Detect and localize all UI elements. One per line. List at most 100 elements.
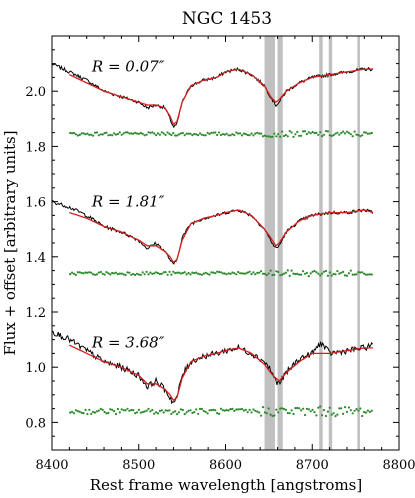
residual-point xyxy=(252,408,255,411)
residual-point xyxy=(84,133,87,136)
residual-point xyxy=(309,132,312,135)
residual-point xyxy=(69,273,72,276)
residual-point xyxy=(103,132,106,135)
residual-point xyxy=(240,407,244,411)
residual-point xyxy=(227,272,230,275)
residual-point xyxy=(265,274,268,277)
residual-point xyxy=(151,408,154,412)
residual-point xyxy=(118,272,121,275)
residual-point xyxy=(135,411,139,414)
residual-point xyxy=(319,274,322,277)
residual-point xyxy=(126,271,129,274)
residual-point xyxy=(336,131,339,134)
residual-point xyxy=(229,408,232,411)
residual-point xyxy=(103,410,106,414)
residual-point xyxy=(361,414,364,418)
residual-point xyxy=(221,133,224,136)
x-tick-label: 8800 xyxy=(382,458,415,473)
residual-point xyxy=(90,412,93,415)
residual-point xyxy=(286,135,289,138)
residual-point xyxy=(242,409,245,412)
residual-point xyxy=(72,412,76,415)
residual-point xyxy=(114,271,118,274)
residual-point xyxy=(189,409,192,412)
residual-point xyxy=(273,132,276,135)
residual-point xyxy=(174,134,177,137)
residual-point xyxy=(332,134,335,137)
residual-point xyxy=(317,406,320,409)
residual-point xyxy=(330,413,333,416)
residual-point xyxy=(281,407,284,410)
residual-point xyxy=(363,272,366,275)
residual-point xyxy=(208,409,211,412)
residual-point xyxy=(219,271,223,274)
residual-point xyxy=(195,271,198,274)
residual-point xyxy=(237,132,240,135)
residual-point xyxy=(162,411,165,414)
residual-point xyxy=(363,131,366,134)
residual-point xyxy=(235,131,238,134)
residual-point xyxy=(210,271,213,274)
residual-point xyxy=(321,272,324,275)
residual-point xyxy=(326,274,329,277)
residual-point xyxy=(124,409,127,412)
residual-point xyxy=(282,272,286,275)
residual-point xyxy=(156,272,160,275)
residual-point xyxy=(342,270,345,273)
residual-point xyxy=(214,131,217,134)
residual-point xyxy=(349,409,352,412)
residual-point xyxy=(338,407,341,410)
residual-point xyxy=(319,131,322,134)
spectra-lines xyxy=(51,62,374,405)
residual-point xyxy=(366,273,369,276)
residual-point xyxy=(88,271,91,274)
residual-point xyxy=(132,132,135,135)
residual-point xyxy=(71,132,74,135)
residual-point xyxy=(189,132,192,135)
residual-point xyxy=(277,270,280,274)
residual-point xyxy=(183,271,186,274)
residual-point xyxy=(319,405,322,408)
residual-point xyxy=(298,407,301,410)
residual-point xyxy=(141,271,144,274)
residual-point xyxy=(260,132,263,135)
residual-point xyxy=(370,131,373,135)
residual-point xyxy=(166,409,169,412)
residual-point xyxy=(197,134,200,137)
residual-point xyxy=(248,408,251,411)
masked-region xyxy=(357,36,360,450)
residual-point xyxy=(97,271,100,274)
residual-point xyxy=(290,409,293,412)
residual-point xyxy=(202,409,205,413)
residual-point xyxy=(109,408,112,411)
residual-point xyxy=(336,413,339,416)
model-line xyxy=(69,68,373,126)
residual-point xyxy=(315,271,318,274)
residual-point xyxy=(345,130,349,133)
residual-point xyxy=(105,271,108,274)
spectrum-line xyxy=(51,330,374,405)
residual-point xyxy=(164,409,167,412)
residual-point xyxy=(279,274,282,277)
residual-point xyxy=(130,408,133,412)
residual-point xyxy=(130,273,133,276)
residual-point xyxy=(204,410,207,413)
residual-point xyxy=(147,131,150,134)
residual-point xyxy=(74,273,77,276)
residual-point xyxy=(151,131,154,134)
residual-point xyxy=(193,132,196,136)
residual-point xyxy=(347,406,350,409)
residual-point xyxy=(149,271,152,274)
residual-point xyxy=(198,407,202,410)
masked-region xyxy=(328,36,333,450)
residual-point xyxy=(326,130,329,133)
residual-point xyxy=(107,411,110,415)
residual-point xyxy=(271,414,274,418)
residual-point xyxy=(281,273,284,276)
residual-point xyxy=(342,412,345,415)
residual-point xyxy=(218,412,221,415)
residual-point xyxy=(296,130,299,134)
residual-point xyxy=(179,272,182,275)
residual-point xyxy=(134,412,137,415)
residual-point xyxy=(307,131,310,134)
